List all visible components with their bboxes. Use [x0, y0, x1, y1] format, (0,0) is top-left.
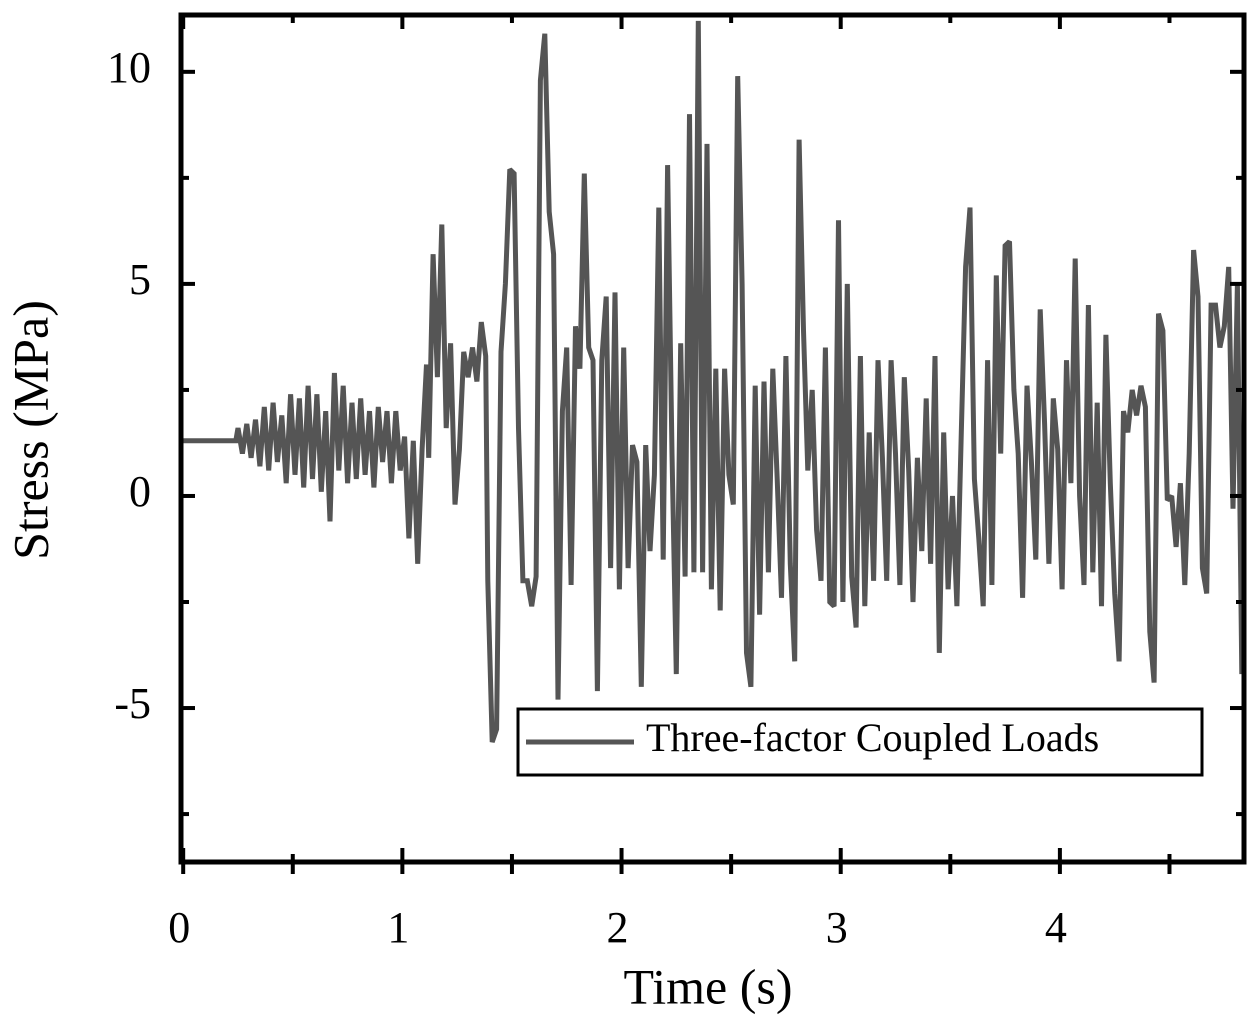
- y-axis-label: Stress (MPa): [2, 300, 58, 560]
- plot-frame: [178, 12, 1247, 865]
- y-tick-label: 10: [107, 43, 151, 92]
- x-tick-label: 2: [607, 903, 629, 952]
- data-line: [183, 20, 1245, 743]
- y-tick-label: 0: [129, 467, 151, 516]
- x-tick-label: 4: [1045, 903, 1067, 952]
- x-tick-label: 3: [826, 903, 848, 952]
- y-tick-label: -5: [114, 679, 151, 728]
- x-tick-label: 1: [387, 903, 409, 952]
- legend-label: Three-factor Coupled Loads: [646, 715, 1099, 760]
- y-tick-label: 5: [129, 255, 151, 304]
- x-tick-label: 0: [168, 903, 190, 952]
- legend: Three-factor Coupled Loads: [516, 707, 1204, 777]
- x-axis-label: Time (s): [623, 958, 792, 1014]
